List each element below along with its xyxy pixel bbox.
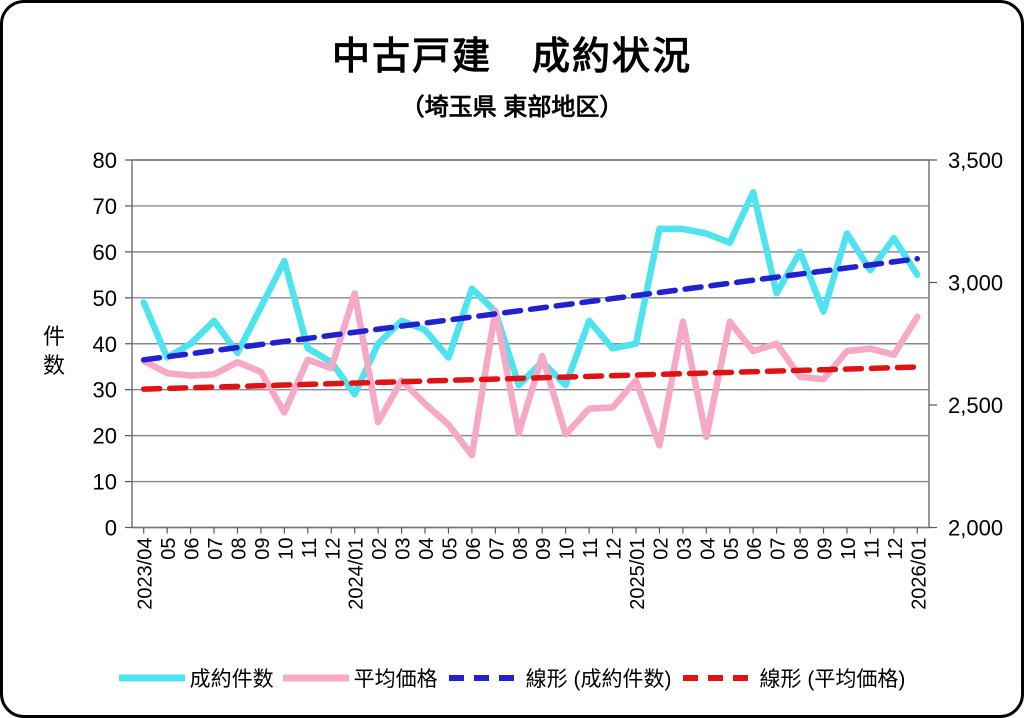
- chart-subtitle: （埼玉県 東部地区）: [400, 94, 624, 121]
- svg-text:12: 12: [885, 538, 907, 560]
- svg-text:09: 09: [533, 538, 555, 560]
- svg-text:08: 08: [228, 538, 250, 560]
- svg-text:02: 02: [650, 538, 672, 560]
- legend-label-trend-average-price: 線形 (平均価格): [759, 668, 906, 691]
- left-axis-title: 件数: [43, 324, 66, 378]
- legend-swatch-average-price-line: [282, 674, 349, 682]
- svg-text:20: 20: [93, 424, 117, 449]
- svg-text:07: 07: [768, 538, 790, 560]
- svg-text:2,000: 2,000: [948, 516, 1003, 541]
- svg-text:08: 08: [510, 538, 532, 560]
- legend-label-trend-contract-count: 線形 (成約件数): [525, 668, 672, 691]
- svg-text:40: 40: [93, 332, 117, 357]
- svg-text:80: 80: [93, 148, 117, 173]
- svg-text:10: 10: [557, 538, 579, 560]
- chart-title: 中古戸建 成約状況: [331, 36, 692, 78]
- svg-text:02: 02: [369, 538, 391, 560]
- series-line-contract-count: [140, 188, 921, 398]
- legend-swatch-contract-count-line: [118, 674, 185, 682]
- svg-text:12: 12: [322, 538, 344, 560]
- svg-text:05: 05: [439, 538, 461, 560]
- series-line-average-price: [140, 290, 921, 459]
- trendline-trend-contract-count: [140, 256, 921, 363]
- axis-ticks: [125, 159, 937, 534]
- svg-text:10: 10: [93, 470, 117, 495]
- left-axis-tick-labels: 0 10 20 30 40 50 60 70 80: [93, 148, 117, 541]
- svg-text:2,500: 2,500: [948, 393, 1003, 418]
- svg-text:05: 05: [158, 538, 180, 560]
- svg-text:04: 04: [416, 538, 438, 560]
- svg-text:05: 05: [721, 538, 743, 560]
- svg-text:30: 30: [93, 378, 117, 403]
- svg-text:50: 50: [93, 286, 117, 311]
- chart-canvas: 0 10 20 30 40 50 60 70 80 2,000 2,500 3,000 3,500 202…: [93, 148, 1004, 610]
- svg-text:70: 70: [93, 194, 117, 219]
- svg-text:07: 07: [205, 538, 227, 560]
- legend: 成約件数 平均価格 線形 (成約件数) 線形 (平均価格): [3, 663, 1021, 693]
- legend-item-trend-average-price: 線形 (平均価格): [681, 663, 906, 693]
- svg-text:0: 0: [105, 516, 117, 541]
- svg-text:2024/01: 2024/01: [346, 538, 368, 610]
- svg-text:07: 07: [486, 538, 508, 560]
- legend-item-contract-count: 成約件数: [118, 663, 274, 693]
- legend-label-average-price: 平均価格: [353, 668, 438, 691]
- svg-text:04: 04: [697, 538, 719, 560]
- x-axis-tick-labels: 2023/04 05 06 07 08 09 10 11 12 2024/01 02 03 04 05 06…: [135, 538, 931, 610]
- svg-text:09: 09: [252, 538, 274, 560]
- svg-text:08: 08: [791, 538, 813, 560]
- svg-text:06: 06: [182, 538, 204, 560]
- svg-text:11: 11: [299, 538, 321, 559]
- legend-swatch-trend-average-price-line: [682, 675, 753, 681]
- svg-text:06: 06: [744, 538, 766, 560]
- legend-item-trend-contract-count: 線形 (成約件数): [447, 663, 672, 693]
- svg-text:3,000: 3,000: [948, 271, 1003, 296]
- trendline-trend-average-price: [140, 364, 921, 392]
- svg-text:11: 11: [580, 538, 602, 559]
- svg-text:09: 09: [815, 538, 837, 560]
- right-axis-tick-labels: 2,000 2,500 3,000 3,500: [948, 148, 1003, 541]
- svg-text:03: 03: [674, 538, 696, 560]
- svg-text:2026/01: 2026/01: [908, 538, 930, 610]
- svg-text:10: 10: [838, 538, 860, 560]
- legend-label-contract-count: 成約件数: [189, 668, 274, 691]
- legend-item-average-price: 平均価格: [282, 663, 438, 693]
- svg-text:11: 11: [861, 538, 883, 559]
- svg-text:06: 06: [463, 538, 485, 560]
- svg-text:3,500: 3,500: [948, 148, 1003, 173]
- svg-text:2023/04: 2023/04: [135, 538, 157, 610]
- svg-text:12: 12: [604, 538, 626, 560]
- svg-text:10: 10: [275, 538, 297, 560]
- legend-swatch-trend-contract-count-line: [448, 675, 519, 681]
- svg-text:03: 03: [393, 538, 415, 560]
- svg-text:60: 60: [93, 240, 117, 265]
- svg-text:2025/01: 2025/01: [627, 538, 649, 610]
